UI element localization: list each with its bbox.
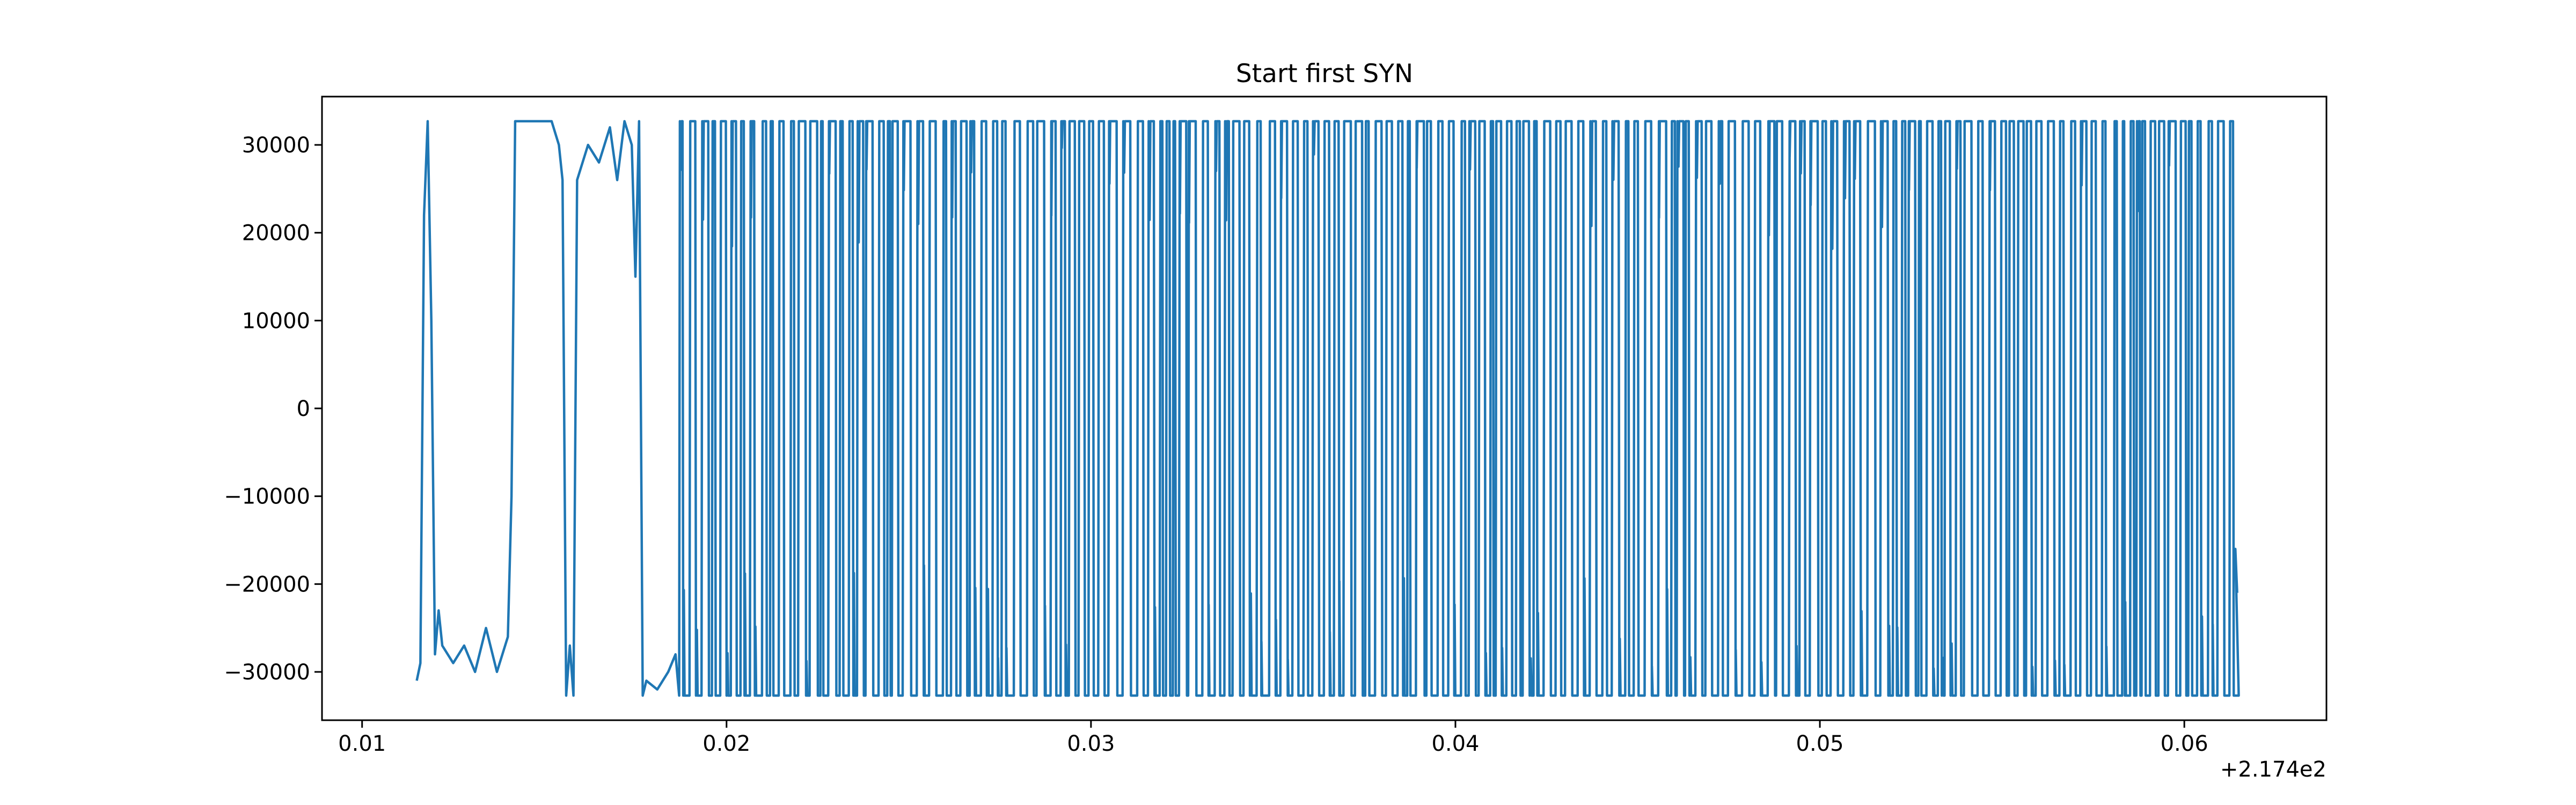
y-tick-label: −30000 (224, 660, 310, 685)
chart-title: Start first SYN (1236, 59, 1413, 89)
x-axis: 0.01 0.02 0.03 0.04 0.05 0.06 (338, 720, 2208, 756)
y-tick-label: 30000 (242, 133, 310, 158)
y-tick-label: 20000 (242, 221, 310, 246)
y-tick-label: 0 (297, 397, 310, 421)
x-tick-label: 0.02 (702, 731, 750, 756)
y-tick-label: 10000 (242, 309, 310, 333)
x-tick-label: 0.06 (2161, 731, 2208, 756)
y-axis: 30000 20000 10000 0 −10000 −20000 −30000 (224, 133, 322, 685)
y-tick-label: −10000 (224, 485, 310, 509)
x-axis-offset-label: +2.174e2 (2220, 757, 2326, 782)
y-tick-label: −20000 (224, 572, 310, 597)
axes-frame (321, 96, 2328, 721)
x-tick-label: 0.03 (1067, 731, 1115, 756)
x-tick-label: 0.01 (338, 731, 386, 756)
plot-area (415, 120, 2240, 697)
series-line (415, 120, 2240, 697)
x-tick-label: 0.05 (1796, 731, 1844, 756)
x-tick-label: 0.04 (1431, 731, 1479, 756)
